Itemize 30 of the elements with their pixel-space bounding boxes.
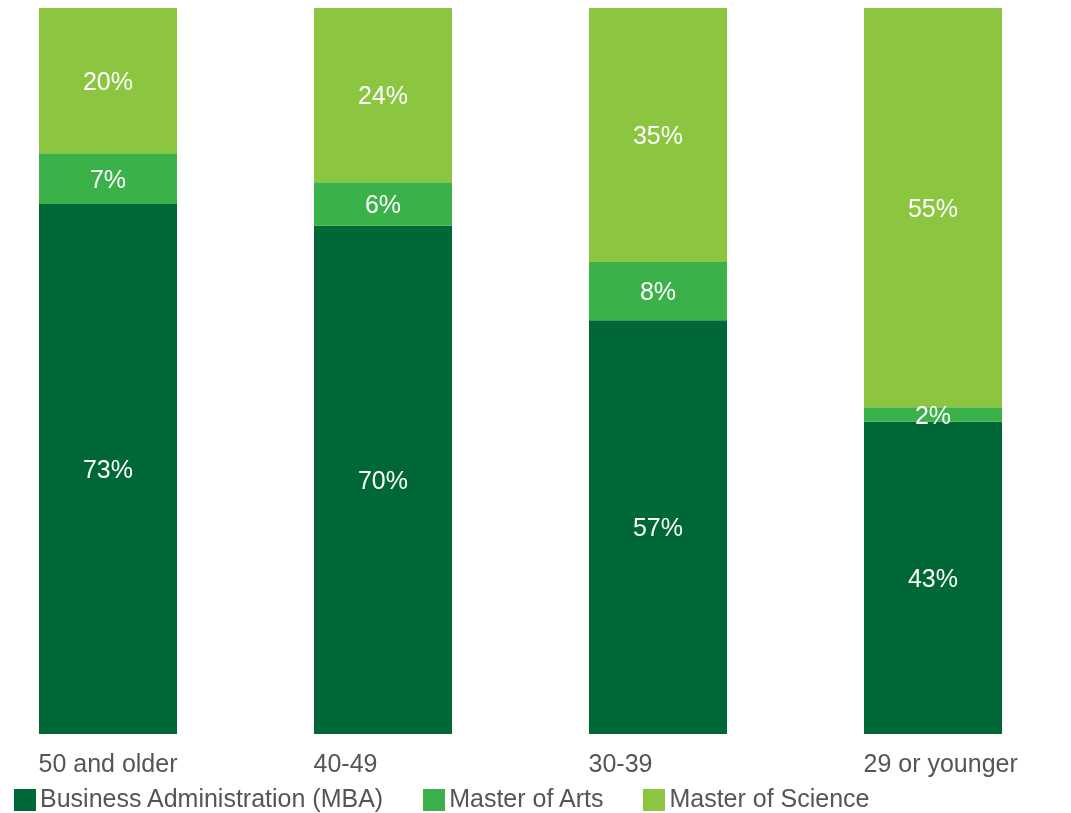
bar	[314, 225, 452, 734]
bar	[589, 262, 727, 321]
data-label: 8%	[639, 277, 677, 306]
bar	[589, 8, 727, 263]
x-tick-label: 29 or younger	[863, 749, 1018, 777]
bar	[864, 8, 1002, 408]
data-label: 20%	[82, 66, 134, 95]
x-tick-label: 30-39	[588, 749, 653, 777]
x-tick-label: 50 and older	[38, 749, 178, 777]
bar	[589, 320, 727, 734]
bar	[864, 407, 1002, 422]
data-label: 24%	[357, 81, 409, 110]
data-label: 57%	[632, 513, 684, 542]
bar	[314, 8, 452, 183]
data-label: 70%	[357, 465, 409, 494]
data-label: 2%	[914, 400, 952, 429]
legend-label: Master of Science	[669, 784, 870, 812]
bar	[39, 153, 177, 205]
legend-label: Business Administration (MBA)	[40, 784, 384, 812]
legend-label: Master of Arts	[449, 784, 604, 812]
bar	[314, 182, 452, 226]
data-label: 35%	[632, 121, 684, 150]
x-tick-label: 40-49	[313, 749, 378, 777]
data-label: 7%	[89, 164, 127, 193]
data-label: 6%	[364, 190, 402, 219]
data-label: 43%	[907, 563, 959, 592]
data-label: 55%	[907, 193, 959, 222]
bar	[39, 204, 177, 734]
data-label: 73%	[82, 455, 134, 484]
bar	[39, 8, 177, 154]
